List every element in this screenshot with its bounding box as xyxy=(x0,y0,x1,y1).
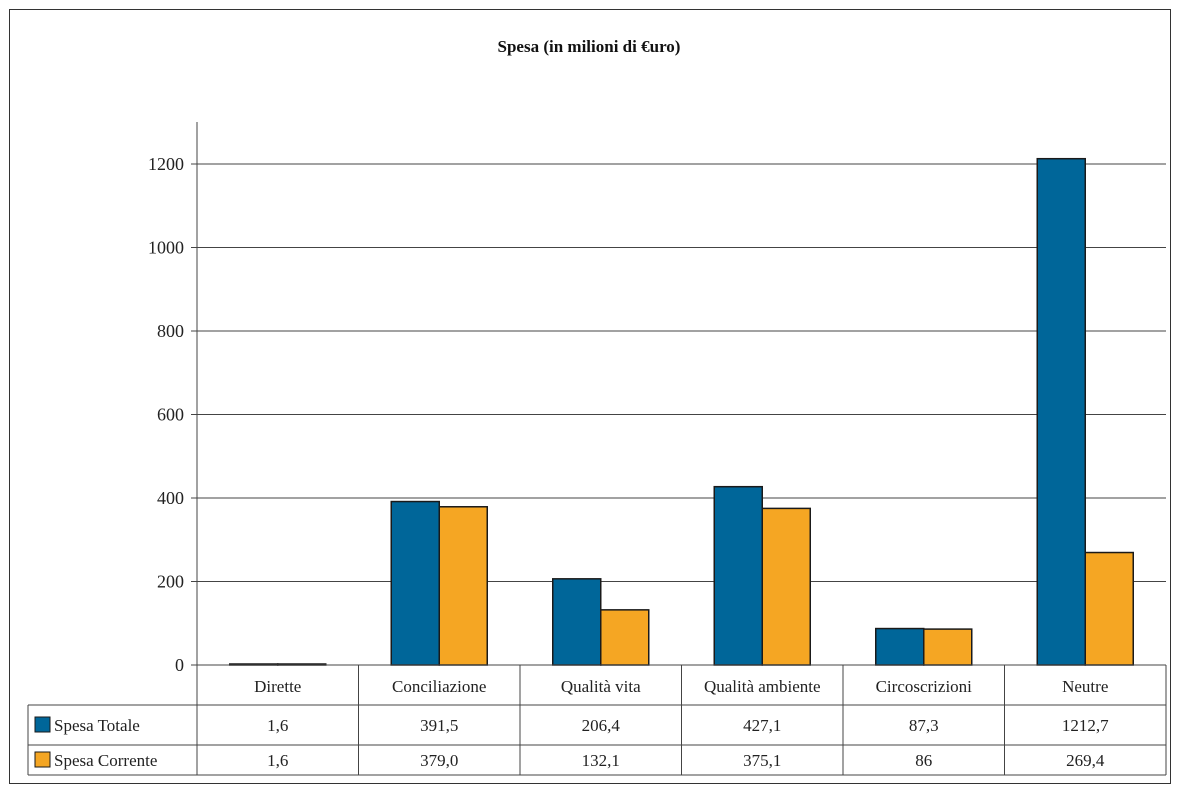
y-tick-label: 200 xyxy=(157,572,184,592)
bar xyxy=(761,507,811,666)
data-label: 427,1 xyxy=(743,716,781,735)
data-label: 1,6 xyxy=(267,751,288,770)
bar xyxy=(713,485,763,666)
legend-label: Spesa Totale xyxy=(54,716,140,735)
category-label: Conciliazione xyxy=(392,677,486,696)
legend-swatch xyxy=(34,716,51,733)
y-tick-label: 800 xyxy=(157,321,184,341)
category-label: Dirette xyxy=(254,677,301,696)
category-label: Qualità vita xyxy=(561,677,641,696)
y-tick-label: 0 xyxy=(175,655,184,675)
chart-title: Spesa (in milioni di €uro) xyxy=(498,37,681,56)
category-label: Qualità ambiente xyxy=(704,677,821,696)
category-label: Neutre xyxy=(1062,677,1108,696)
data-label: 391,5 xyxy=(420,716,458,735)
data-label: 379,0 xyxy=(420,751,458,770)
y-tick-label: 1000 xyxy=(148,238,184,258)
bar xyxy=(552,578,602,666)
data-label: 87,3 xyxy=(909,716,939,735)
bar xyxy=(390,500,440,666)
bar xyxy=(923,628,973,666)
bar xyxy=(875,627,925,666)
data-label: 132,1 xyxy=(582,751,620,770)
data-label: 86 xyxy=(915,751,932,770)
y-tick-label: 400 xyxy=(157,488,184,508)
bar xyxy=(1084,551,1134,666)
data-label: 206,4 xyxy=(582,716,621,735)
bar xyxy=(600,609,650,666)
category-label: Circoscrizioni xyxy=(876,677,973,696)
bar xyxy=(1036,157,1086,666)
legend-label: Spesa Corrente xyxy=(54,751,157,770)
data-label: 269,4 xyxy=(1066,751,1105,770)
y-tick-label: 600 xyxy=(157,405,184,425)
legend-swatch xyxy=(34,751,51,768)
bar xyxy=(438,506,488,666)
y-tick-label: 1200 xyxy=(148,154,184,174)
data-label: 1212,7 xyxy=(1062,716,1109,735)
data-label: 375,1 xyxy=(743,751,781,770)
data-label: 1,6 xyxy=(267,716,288,735)
